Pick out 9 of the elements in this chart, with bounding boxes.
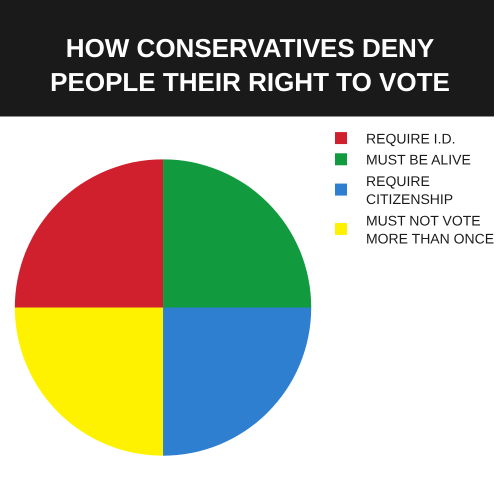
legend-label: REQUIRE CITIZENSHIP (366, 172, 454, 208)
legend-label: MUST BE ALIVE (366, 152, 471, 168)
chart-title: HOW CONSERVATIVES DENY PEOPLE THEIR RIGHT TO VOTE (50, 33, 450, 97)
pie-slice (14, 159, 164, 308)
legend-label: MUST NOT VOTE MORE THAN ONCE (366, 212, 494, 247)
pie-slice (14, 308, 164, 456)
pie-slice (163, 159, 312, 308)
pie-slice (163, 308, 312, 456)
legend-label: REQUIRE I.D. (366, 130, 456, 147)
